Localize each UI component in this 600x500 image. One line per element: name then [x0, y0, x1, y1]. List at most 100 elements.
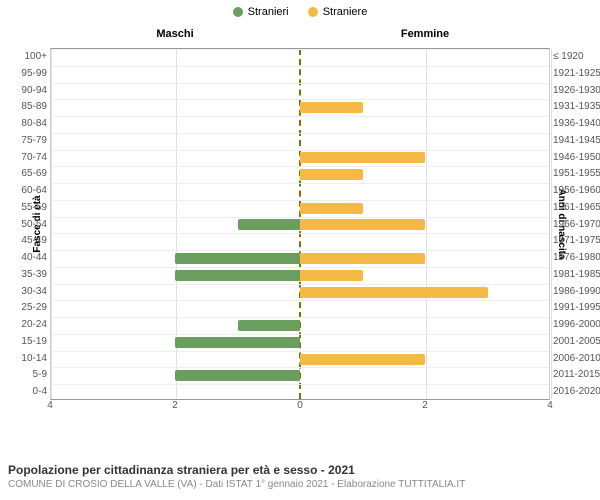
age-row: 5-92011-2015 — [51, 367, 549, 384]
birth-year-label: 2011-2015 — [549, 367, 600, 384]
birth-year-label: 1931-1935 — [549, 99, 600, 116]
legend-swatch-male — [233, 7, 243, 17]
age-row: 65-691951-1955 — [51, 166, 549, 183]
age-label: 40-44 — [5, 250, 51, 267]
gridline-h — [51, 116, 549, 117]
birth-year-label: 1946-1950 — [549, 150, 600, 167]
gridline-h — [51, 99, 549, 100]
chart-subtitle: COMUNE DI CROSIO DELLA VALLE (VA) - Dati… — [8, 479, 592, 490]
plot-area: Fasce di età Anni di nascita 100+≤ 19209… — [50, 48, 550, 400]
legend-swatch-female — [308, 7, 318, 17]
age-label: 90-94 — [5, 83, 51, 100]
birth-year-label: 1971-1975 — [549, 233, 600, 250]
age-row: 0-42016-2020 — [51, 384, 549, 401]
gridline-h — [51, 284, 549, 285]
bar-male — [175, 370, 300, 381]
gridline-h — [51, 334, 549, 335]
age-row: 55-591961-1965 — [51, 200, 549, 217]
age-row: 75-791941-1945 — [51, 133, 549, 150]
x-axis: 42024 — [50, 400, 550, 416]
legend: Stranieri Straniere — [0, 6, 600, 20]
gridline-h — [51, 351, 549, 352]
age-row: 100+≤ 1920 — [51, 49, 549, 66]
age-row: 35-391981-1985 — [51, 267, 549, 284]
age-label: 80-84 — [5, 116, 51, 133]
bar-female — [300, 287, 488, 298]
birth-year-label: 1961-1965 — [549, 200, 600, 217]
chart: Maschi Femmine Fasce di età Anni di nasc… — [50, 28, 550, 428]
age-label: 95-99 — [5, 66, 51, 83]
x-tick-label: 2 — [422, 400, 428, 411]
bar-male — [238, 219, 301, 230]
gridline-h — [51, 83, 549, 84]
birth-year-label: 2006-2010 — [549, 351, 600, 368]
gridline-h — [51, 183, 549, 184]
bar-female — [300, 203, 363, 214]
gridline-h — [51, 133, 549, 134]
age-row: 95-991921-1925 — [51, 66, 549, 83]
x-tick-label: 4 — [547, 400, 553, 411]
birth-year-label: 1981-1985 — [549, 267, 600, 284]
age-row: 60-641956-1960 — [51, 183, 549, 200]
age-row: 30-341986-1990 — [51, 284, 549, 301]
age-label: 85-89 — [5, 99, 51, 116]
age-label: 20-24 — [5, 317, 51, 334]
birth-year-label: 2016-2020 — [549, 384, 600, 401]
age-label: 100+ — [5, 49, 51, 66]
age-label: 0-4 — [5, 384, 51, 401]
chart-title: Popolazione per cittadinanza straniera p… — [8, 463, 592, 477]
age-label: 55-59 — [5, 200, 51, 217]
age-label: 60-64 — [5, 183, 51, 200]
gridline-h — [51, 317, 549, 318]
legend-label-female: Straniere — [323, 6, 368, 18]
legend-item-female: Straniere — [308, 6, 368, 18]
gridline-h — [51, 166, 549, 167]
birth-year-label: 1991-1995 — [549, 300, 600, 317]
age-row: 90-941926-1930 — [51, 83, 549, 100]
x-tick-label: 2 — [172, 400, 178, 411]
bar-female — [300, 152, 425, 163]
bar-male — [175, 337, 300, 348]
birth-year-label: 1956-1960 — [549, 183, 600, 200]
bar-male — [175, 253, 300, 264]
birth-year-label: 1986-1990 — [549, 284, 600, 301]
age-label: 35-39 — [5, 267, 51, 284]
bar-female — [300, 102, 363, 113]
age-label: 70-74 — [5, 150, 51, 167]
birth-year-label: 1966-1970 — [549, 217, 600, 234]
bar-female — [300, 354, 425, 365]
age-label: 75-79 — [5, 133, 51, 150]
age-row: 85-891931-1935 — [51, 99, 549, 116]
age-row: 80-841936-1940 — [51, 116, 549, 133]
age-row: 25-291991-1995 — [51, 300, 549, 317]
age-label: 50-54 — [5, 217, 51, 234]
gridline-h — [51, 217, 549, 218]
birth-year-label: 1936-1940 — [549, 116, 600, 133]
bar-female — [300, 219, 425, 230]
subtitle-row: Maschi Femmine — [50, 28, 550, 46]
age-row: 20-241996-2000 — [51, 317, 549, 334]
gridline-h — [51, 250, 549, 251]
birth-year-label: 2001-2005 — [549, 334, 600, 351]
gridline-h — [51, 367, 549, 368]
gridline-h — [51, 384, 549, 385]
birth-year-label: ≤ 1920 — [549, 49, 600, 66]
age-label: 15-19 — [5, 334, 51, 351]
age-row: 45-491971-1975 — [51, 233, 549, 250]
x-tick-label: 0 — [297, 400, 303, 411]
birth-year-label: 1951-1955 — [549, 166, 600, 183]
age-label: 30-34 — [5, 284, 51, 301]
age-row: 70-741946-1950 — [51, 150, 549, 167]
bar-female — [300, 169, 363, 180]
legend-label-male: Stranieri — [248, 6, 289, 18]
birth-year-label: 1921-1925 — [549, 66, 600, 83]
footer: Popolazione per cittadinanza straniera p… — [8, 463, 592, 490]
age-label: 65-69 — [5, 166, 51, 183]
subtitle-male: Maschi — [50, 28, 300, 40]
age-row: 50-541966-1970 — [51, 217, 549, 234]
age-label: 10-14 — [5, 351, 51, 368]
bar-male — [175, 270, 300, 281]
age-label: 45-49 — [5, 233, 51, 250]
legend-item-male: Stranieri — [233, 6, 289, 18]
birth-year-label: 1941-1945 — [549, 133, 600, 150]
